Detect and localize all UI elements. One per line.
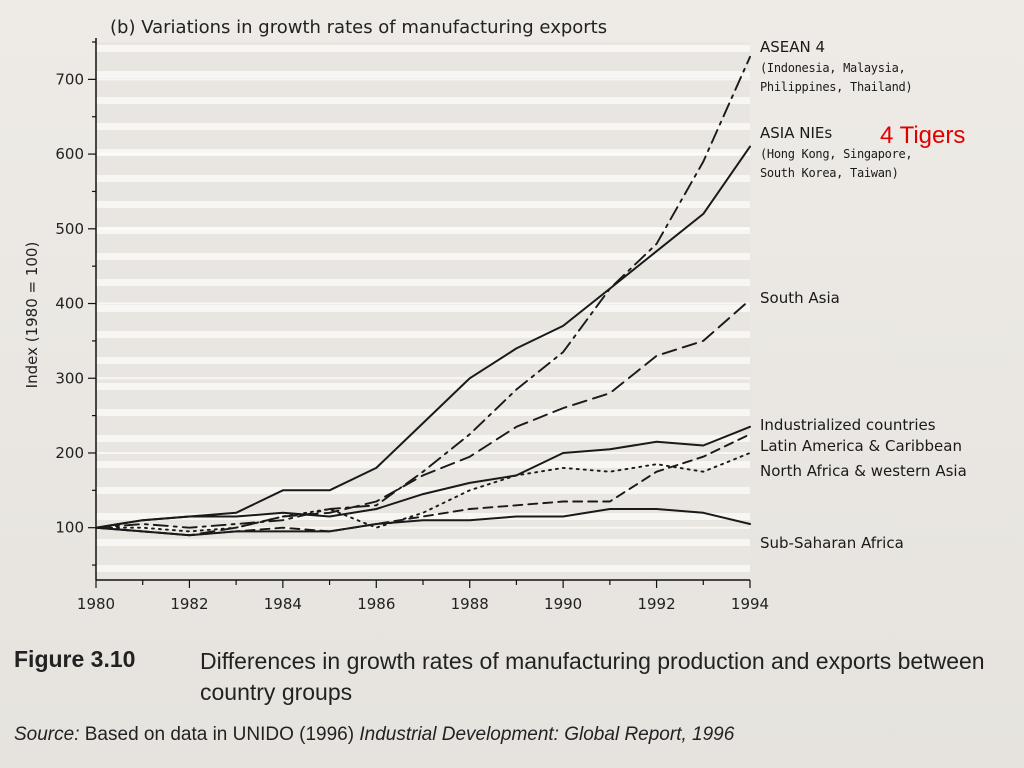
- source-title: Industrial Development: Global Report, 1…: [359, 724, 735, 745]
- series-line-nafrica: [95, 452, 751, 533]
- x-tick-label-1988: 1988: [451, 595, 489, 613]
- x-tick-label-1994: 1994: [731, 595, 769, 613]
- x-tick-label-1992: 1992: [637, 595, 675, 613]
- series-layer: [95, 55, 751, 537]
- y-tick-label-700: 700: [55, 70, 84, 88]
- x-tick-label-1986: 1986: [357, 595, 395, 613]
- x-tick-label-1982: 1982: [170, 595, 208, 613]
- series-label-asean4: ASEAN 4: [760, 38, 825, 56]
- series-line-southasia: [95, 298, 751, 537]
- series-label-nies: ASIA NIEs: [760, 124, 832, 142]
- y-tick-label-400: 400: [55, 295, 84, 313]
- series-line-nies: [95, 145, 751, 529]
- series-label-southasia: South Asia: [760, 289, 840, 307]
- source-text: Based on data in UNIDO (1996): [79, 724, 360, 745]
- x-tick-label-1980: 1980: [77, 595, 115, 613]
- series-label-ssa: Sub-Saharan Africa: [760, 534, 904, 552]
- plot-area: [96, 42, 750, 580]
- series-line-ssa: [95, 508, 751, 537]
- y-tick-label-600: 600: [55, 145, 84, 163]
- chart-title: (b) Variations in growth rates of manufa…: [110, 17, 607, 38]
- figure-description: Differences in growth rates of manufactu…: [200, 648, 985, 705]
- line-chart: 100 200 300 400 500 600 700 1980 1982 1984 1986 198…: [23, 17, 967, 613]
- series-label-industrialized: Industrialized countries: [760, 416, 936, 434]
- figure-number: Figure 3.10: [14, 646, 136, 672]
- x-tick-label-1984: 1984: [264, 595, 302, 613]
- series-label-nafrica: North Africa & western Asia: [760, 462, 967, 480]
- series-note-asean4-line2: Philippines, Thailand): [760, 80, 912, 94]
- y-tick-label-100: 100: [55, 519, 84, 537]
- y-tick-label-500: 500: [55, 220, 84, 238]
- series-labels: ASEAN 4 (Indonesia, Malaysia, Philippines,…: [760, 38, 967, 552]
- figure-source: Source: Based on data in UNIDO (1996) In…: [14, 724, 734, 746]
- series-line-industrialized: [95, 425, 751, 529]
- series-note-nies-line2: South Korea, Taiwan): [760, 166, 899, 180]
- x-tick-label-1990: 1990: [544, 595, 582, 613]
- annotation-4-tigers: 4 Tigers: [880, 122, 965, 149]
- axes: 100 200 300 400 500 600 700 1980 1982 1984 1986 198…: [55, 38, 769, 613]
- source-prefix: Source:: [14, 724, 80, 745]
- y-tick-label-200: 200: [55, 444, 84, 462]
- series-note-nies-line1: (Hong Kong, Singapore,: [760, 147, 912, 161]
- y-tick-label-300: 300: [55, 369, 84, 387]
- series-note-asean4-line1: (Indonesia, Malaysia,: [760, 61, 905, 75]
- gridlines: [96, 78, 750, 529]
- series-label-latam: Latin America & Caribbean: [760, 437, 962, 455]
- series-line-asean4: [95, 55, 751, 529]
- y-axis-label: Index (1980 = 100): [23, 242, 41, 389]
